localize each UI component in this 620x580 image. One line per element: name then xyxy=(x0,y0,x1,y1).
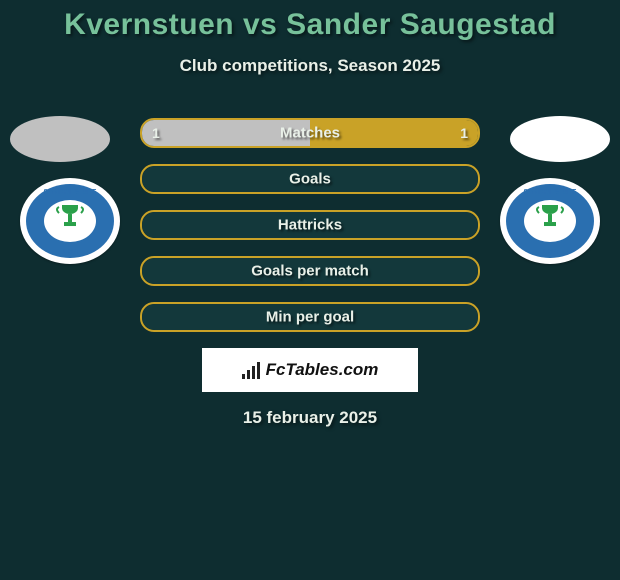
subtitle: Club competitions, Season 2025 xyxy=(0,56,620,76)
brand-box: FcTables.com xyxy=(202,348,418,392)
stat-row: Hattricks xyxy=(140,210,480,240)
comparison-card: Kvernstuen vs Sander Saugestad Club comp… xyxy=(0,0,620,580)
page-title: Kvernstuen vs Sander Saugestad xyxy=(0,0,620,42)
stat-row: Matches11 xyxy=(140,118,480,148)
stat-rows: Matches11 Goals Hattricks Goals per match Mi… xyxy=(0,118,620,332)
date-text: 15 february 2025 xyxy=(0,408,620,428)
stat-row: Goals per match xyxy=(140,256,480,286)
stat-row: Min per goal xyxy=(140,302,480,332)
stat-row: Goals xyxy=(140,164,480,194)
brand-text: FcTables.com xyxy=(266,360,379,380)
brand-bars-icon xyxy=(242,361,260,379)
